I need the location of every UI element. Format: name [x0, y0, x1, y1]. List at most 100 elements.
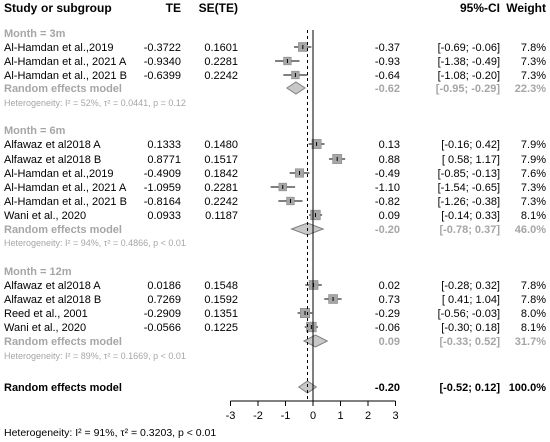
- x-axis-tick-label: 1: [337, 410, 343, 422]
- study-name: Alfawaz et al2018 A: [4, 280, 101, 292]
- subgroup-heterogeneity: Heterogeneity: I² = 52%, τ² = 0.0441, p …: [4, 98, 186, 108]
- subgroup-heterogeneity: Heterogeneity: I² = 94%, τ² = 0.4866, p …: [4, 238, 186, 248]
- study-weight: 7.8%: [521, 294, 546, 306]
- study-weight: 7.9%: [521, 139, 546, 151]
- study-te: 0.0933: [147, 210, 181, 222]
- study-name: Al-Hamdan et al.,2019: [4, 168, 113, 180]
- overall-random-ci-interval: [-0.52; 0.12]: [439, 382, 500, 394]
- x-axis-tick-label: 0: [310, 410, 316, 422]
- header-te: TE: [166, 1, 181, 15]
- study-weight: 8.1%: [521, 322, 546, 334]
- header-se-te: SE(TE): [199, 1, 238, 15]
- study-se: 0.1225: [204, 322, 238, 334]
- study-name: Reed et al., 2001: [4, 308, 88, 320]
- study-se: 0.1517: [204, 154, 238, 166]
- x-axis: -3 -2 -1 0 1 2 3: [226, 30, 399, 422]
- subgroup-label: Month = 12m: [4, 266, 72, 278]
- header-study: Study: [4, 1, 38, 15]
- study-name: Al-Hamdan et al., 2021 A: [4, 56, 127, 68]
- study-ci-interval: [-0.28; 0.32]: [441, 280, 500, 292]
- study-name: Al-Hamdan et al., 2021 A: [4, 182, 127, 194]
- study-weight: 8.1%: [521, 210, 546, 222]
- study-se: 0.1842: [204, 168, 238, 180]
- study-name: Al-Hamdan et al.,2019: [4, 42, 113, 54]
- study-name: Alfawaz et al2018 B: [4, 294, 101, 306]
- subgroup-random-label: Random effects model: [4, 336, 122, 348]
- header-weight: Weight: [506, 1, 546, 15]
- study-weight: 7.3%: [521, 56, 546, 68]
- study-ci-estimate: -0.29: [375, 308, 400, 320]
- study-weight: 8.0%: [521, 308, 546, 320]
- study-ci-estimate: -0.37: [375, 42, 400, 54]
- study-ci-estimate: -0.64: [375, 70, 400, 82]
- study-ci-interval: [-0.14; 0.33]: [441, 210, 500, 222]
- study-ci-interval: [-0.16; 0.42]: [441, 139, 500, 151]
- subgroup-random-ci-interval: [-0.78; 0.37]: [439, 224, 500, 236]
- study-weight: 7.8%: [521, 280, 546, 292]
- study-name: Al-Hamdan et al., 2021 B: [4, 196, 127, 208]
- study-te: 0.1333: [147, 139, 181, 151]
- study-te: 0.7269: [147, 294, 181, 306]
- study-ci-interval: [-1.38; -0.49]: [438, 56, 500, 68]
- study-name: Alfawaz et al2018 B: [4, 154, 101, 166]
- study-se: 0.1592: [204, 294, 238, 306]
- study-name: Al-Hamdan et al., 2021 B: [4, 70, 127, 82]
- study-ci-interval: [ 0.41; 1.04]: [442, 294, 500, 306]
- overall-random-ci-estimate: -0.20: [375, 382, 400, 394]
- forest-rows: Month = 3m Al-Hamdan et al.,2019 -0.3722 0.…: [4, 28, 546, 394]
- study-weight: 7.9%: [521, 154, 546, 166]
- study-te: -0.0566: [144, 322, 181, 334]
- subgroup-random-weight: 22.3%: [515, 83, 546, 95]
- study-ci-estimate: 0.02: [379, 280, 400, 292]
- overall-random-label: Random effects model: [4, 382, 122, 394]
- study-weight: 7.6%: [521, 168, 546, 180]
- study-te: -0.4909: [144, 168, 181, 180]
- study-ci-estimate: 0.09: [379, 210, 400, 222]
- study-ci-estimate: -1.10: [375, 182, 400, 194]
- subgroup-random-ci-interval: [-0.33; 0.52]: [439, 336, 500, 348]
- subgroup-random-label: Random effects model: [4, 224, 122, 236]
- study-te: -1.0959: [144, 182, 181, 194]
- x-axis-tick-label: -1: [281, 410, 291, 422]
- subgroup-diamond: [302, 334, 329, 348]
- x-axis-tick-label: 2: [365, 410, 371, 422]
- subgroup-random-weight: 46.0%: [515, 224, 546, 236]
- study-weight: 7.8%: [521, 42, 546, 54]
- study-ci-interval: [-0.85; -0.13]: [438, 168, 500, 180]
- study-te: -0.2909: [144, 308, 181, 320]
- study-se: 0.2281: [204, 182, 238, 194]
- study-ci-estimate: 0.88: [379, 154, 400, 166]
- x-axis-tick-label: 3: [392, 410, 398, 422]
- study-weight: 7.3%: [521, 70, 546, 82]
- header-or-subgroup: or subgroup: [41, 1, 112, 15]
- study-ci-estimate: -0.49: [375, 168, 400, 180]
- study-se: 0.1548: [204, 280, 238, 292]
- study-se: 0.2242: [204, 196, 238, 208]
- study-ci-interval: [-0.69; -0.06]: [438, 42, 500, 54]
- subgroup-random-label: Random effects model: [4, 83, 122, 95]
- study-se: 0.2242: [204, 70, 238, 82]
- study-ci-estimate: -0.93: [375, 56, 400, 68]
- study-ci-interval: [-1.54; -0.65]: [438, 182, 500, 194]
- study-ci-estimate: 0.73: [379, 294, 400, 306]
- study-ci-interval: [-0.56; -0.03]: [438, 308, 500, 320]
- study-ci-interval: [-1.08; -0.20]: [438, 70, 500, 82]
- study-te: -0.9340: [144, 56, 181, 68]
- study-te: -0.3722: [144, 42, 181, 54]
- subgroup-random-ci-estimate: 0.09: [379, 336, 400, 348]
- study-name: Wani et al., 2020: [4, 322, 86, 334]
- subgroup-label: Month = 6m: [4, 125, 66, 137]
- subgroup-heterogeneity: Heterogeneity: I² = 89%, τ² = 0.1669, p …: [4, 351, 186, 361]
- study-ci-estimate: 0.13: [379, 139, 400, 151]
- study-se: 0.1480: [204, 139, 238, 151]
- subgroup-random-ci-estimate: -0.20: [375, 224, 400, 236]
- study-weight: 7.3%: [521, 196, 546, 208]
- study-weight: 7.3%: [521, 182, 546, 194]
- header-ci: 95%-CI: [460, 1, 500, 15]
- study-te: -0.8164: [144, 196, 181, 208]
- study-name: Wani et al., 2020: [4, 210, 86, 222]
- study-ci-estimate: -0.06: [375, 322, 400, 334]
- study-te: 0.8771: [147, 154, 181, 166]
- subgroup-random-weight: 31.7%: [515, 336, 546, 348]
